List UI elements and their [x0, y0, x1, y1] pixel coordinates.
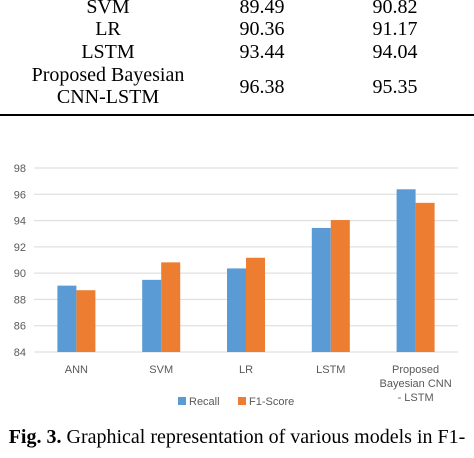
model-name: Proposed Bayesian CNN-LSTM: [8, 64, 208, 108]
y-tick-label: 94: [14, 216, 26, 228]
legend-swatch: [238, 397, 246, 405]
bar: [311, 227, 331, 352]
x-axis-labels: ANN SVM LR LSTM Proposed Bayesian CNN - LSTM: [65, 364, 452, 404]
bar: [415, 202, 435, 352]
legend-swatch: [178, 397, 186, 405]
y-tick-label: 84: [14, 347, 26, 359]
bar-chart: 84 86 88 90 92 94 96 98 ANN SVM LR LSTM Proposed Bay…: [14, 163, 458, 408]
legend: Recall F1-Score: [178, 396, 294, 408]
recall-value: 93.44: [239, 41, 285, 63]
y-tick-label: 98: [14, 163, 26, 175]
y-tick-label: 92: [14, 242, 26, 254]
f1-value: 90.82: [372, 0, 418, 18]
x-tick-label: LR: [239, 364, 253, 376]
results-table: SVM 89.49 90.82 LR 90.36 91.17 LSTM 93.4…: [0, 0, 474, 116]
bar: [396, 189, 416, 352]
bar: [142, 279, 162, 352]
x-tick-label: LSTM: [316, 364, 345, 376]
caption-text: Graphical representation of various mode…: [61, 426, 466, 448]
bar: [57, 285, 77, 352]
x-tick-label: - LSTM: [398, 392, 434, 404]
f1-value: 95.35: [372, 76, 418, 98]
bars: [57, 189, 435, 352]
y-tick-label: 86: [14, 321, 26, 333]
table-bottom-rule: [0, 114, 474, 116]
bar: [330, 220, 350, 352]
model-name: SVM: [86, 0, 130, 18]
x-tick-label: Proposed: [392, 364, 439, 376]
model-name-line1: Proposed Bayesian: [31, 64, 185, 86]
y-axis-ticks: 84 86 88 90 92 94 96 98: [14, 163, 26, 359]
recall-value: 90.36: [239, 18, 285, 40]
legend-label: Recall: [189, 396, 220, 408]
x-tick-label: SVM: [149, 364, 173, 376]
recall-value: 96.38: [239, 76, 285, 98]
model-name: LR: [95, 18, 121, 40]
recall-value: 89.49: [239, 0, 285, 18]
y-tick-label: 96: [14, 189, 26, 201]
legend-label: F1-Score: [249, 396, 294, 408]
y-tick-label: 88: [14, 294, 26, 306]
bar: [76, 290, 96, 352]
figure-caption: Fig. 3. Graphical representation of vari…: [0, 426, 474, 449]
x-tick-label: ANN: [65, 364, 88, 376]
bar: [227, 268, 246, 352]
caption-label: Fig. 3.: [8, 426, 62, 448]
model-name-line2: CNN-LSTM: [56, 86, 160, 108]
f1-value: 94.04: [372, 41, 418, 63]
bar: [161, 262, 181, 352]
bar: [246, 257, 265, 352]
f1-value: 91.17: [372, 18, 418, 40]
y-tick-label: 90: [14, 268, 26, 280]
model-name: LSTM: [81, 41, 135, 63]
x-tick-label: Bayesian CNN: [380, 378, 452, 390]
